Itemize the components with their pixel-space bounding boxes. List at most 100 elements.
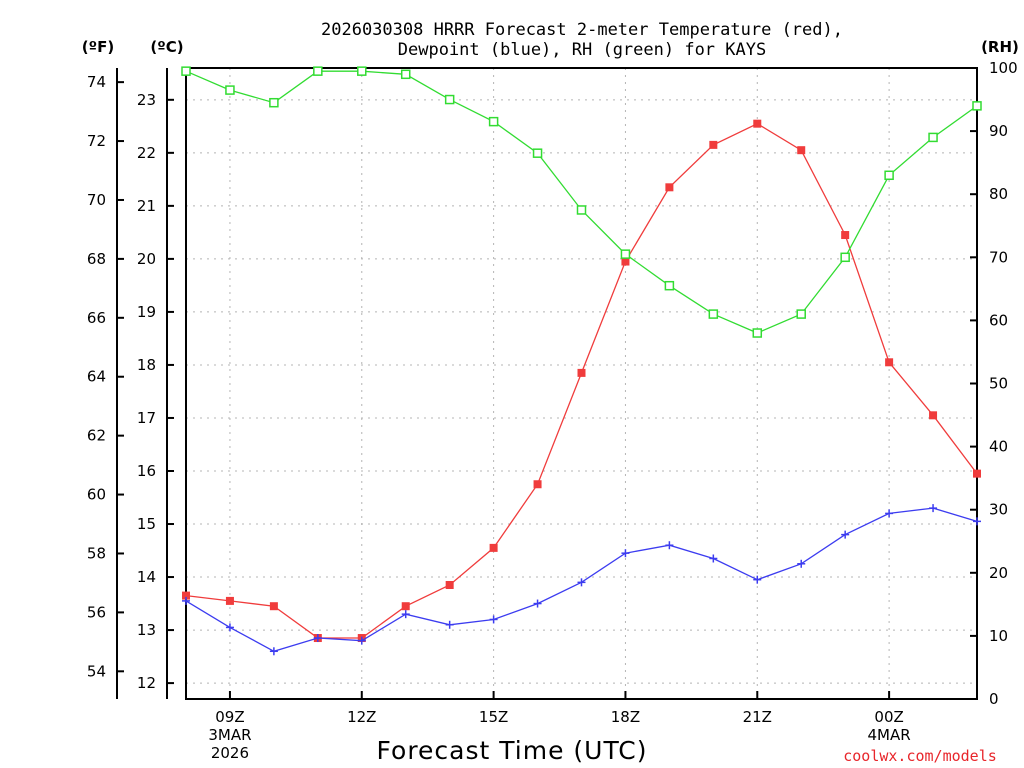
tick-label-celsius: 12	[137, 674, 156, 692]
axes: 54 56 58 60 62 64 66 68 70 72 74 12 13 14 15 16 17 18 19 20…	[87, 59, 1018, 762]
data-point-temperature	[885, 358, 894, 367]
credit-label: coolwx.com/models	[843, 747, 997, 765]
chart-title-line2: Dewpoint (blue), RH (green) for KAYS	[398, 40, 766, 60]
tick-label-rh: 30	[989, 501, 1008, 519]
data-point-rh	[620, 249, 631, 259]
data-point-temperature	[665, 183, 674, 192]
data-point-dewpoint	[841, 530, 850, 539]
tick-label-rh: 40	[989, 438, 1008, 456]
data-point-dewpoint	[533, 599, 542, 608]
tick-label-celsius: 19	[137, 303, 156, 321]
data-point-dewpoint	[182, 596, 190, 605]
data-point-dewpoint	[885, 509, 894, 518]
tick-label-fahrenheit: 68	[87, 250, 106, 268]
data-point-temperature	[533, 480, 542, 489]
tick-label-fahrenheit: 58	[87, 544, 106, 562]
tick-label-time: 18Z	[611, 708, 640, 726]
data-point-temperature	[709, 140, 718, 149]
data-point-dewpoint	[929, 504, 938, 513]
tick-label-fahrenheit: 54	[87, 662, 106, 680]
tick-label-celsius: 17	[137, 409, 156, 427]
series-layer	[181, 66, 982, 656]
tick-label-fahrenheit: 56	[87, 603, 106, 621]
data-point-temperature	[445, 580, 454, 589]
tick-label-fahrenheit: 72	[87, 132, 106, 150]
data-point-dewpoint	[225, 623, 234, 632]
data-point-dewpoint	[621, 549, 630, 558]
tick-label-rh: 70	[989, 248, 1008, 266]
tick-label-fahrenheit: 74	[87, 73, 106, 91]
data-point-dewpoint	[401, 610, 410, 619]
tick-label-time: 4MAR	[868, 726, 911, 744]
data-point-rh	[752, 328, 763, 338]
tick-label-celsius: 21	[137, 197, 156, 215]
data-point-dewpoint	[577, 578, 586, 587]
tick-label-rh: 10	[989, 627, 1008, 645]
tick-label-fahrenheit: 70	[87, 191, 106, 209]
data-point-dewpoint	[445, 620, 454, 629]
data-point-temperature	[225, 596, 234, 605]
data-point-rh	[664, 280, 675, 291]
data-point-temperature	[797, 146, 806, 155]
data-point-temperature	[841, 231, 850, 240]
data-point-rh	[269, 97, 279, 108]
tick-label-celsius: 20	[137, 250, 156, 268]
data-point-dewpoint	[269, 647, 278, 656]
data-point-rh	[400, 69, 411, 80]
tick-label-time: 3MAR	[208, 726, 251, 744]
data-point-temperature	[929, 411, 938, 420]
data-point-rh	[884, 170, 894, 181]
tick-label-celsius: 22	[137, 144, 156, 162]
data-point-dewpoint	[357, 636, 366, 645]
data-point-rh	[357, 66, 367, 76]
tick-label-celsius: 23	[137, 91, 156, 109]
tick-label-rh: 20	[989, 564, 1008, 582]
data-point-rh	[313, 66, 323, 76]
grid	[186, 68, 977, 699]
series-rh	[181, 66, 982, 338]
data-point-rh	[972, 101, 982, 111]
unit-rh: (RH)	[981, 38, 1019, 56]
series-line-rh	[185, 70, 978, 334]
data-point-dewpoint	[973, 517, 981, 526]
tick-label-time: 21Z	[743, 708, 772, 726]
data-point-temperature	[621, 257, 630, 266]
tick-label-time: 00Z	[874, 708, 903, 726]
tick-label-fahrenheit: 62	[87, 427, 106, 445]
tick-label-celsius: 18	[137, 356, 156, 374]
chart-title-line1: 2026030308 HRRR Forecast 2-meter Tempera…	[321, 20, 843, 40]
unit-fahrenheit: (ºF)	[82, 38, 114, 56]
tick-label-celsius: 14	[137, 568, 156, 586]
tick-label-rh: 50	[989, 375, 1008, 393]
data-point-temperature	[577, 368, 586, 377]
tick-label-fahrenheit: 60	[87, 486, 106, 504]
tick-label-fahrenheit: 66	[87, 309, 106, 327]
tick-label-rh: 100	[989, 59, 1018, 77]
data-point-dewpoint	[753, 575, 762, 584]
data-point-dewpoint	[313, 634, 322, 643]
tick-label-celsius: 16	[137, 462, 156, 480]
series-dewpoint	[182, 504, 981, 656]
data-point-temperature	[973, 469, 981, 478]
data-point-dewpoint	[489, 615, 498, 624]
data-point-temperature	[182, 591, 190, 600]
tick-label-rh: 60	[989, 311, 1008, 329]
data-point-rh	[532, 148, 543, 158]
tick-label-time: 15Z	[479, 708, 508, 726]
tick-label-rh: 0	[989, 690, 999, 708]
data-point-rh	[181, 66, 191, 76]
x-axis-label: Forecast Time (UTC)	[377, 736, 648, 765]
data-point-dewpoint	[797, 559, 806, 568]
data-point-rh	[796, 309, 806, 319]
series-line-temperature	[185, 122, 978, 639]
tick-label-rh: 80	[989, 185, 1008, 203]
tick-label-fahrenheit: 64	[87, 368, 106, 386]
tick-label-celsius: 15	[137, 515, 156, 533]
data-point-rh	[928, 132, 938, 143]
data-point-rh	[488, 116, 499, 127]
series-temperature	[182, 119, 981, 643]
data-point-rh	[840, 252, 850, 263]
data-point-temperature	[401, 602, 410, 611]
data-point-temperature	[489, 543, 498, 552]
